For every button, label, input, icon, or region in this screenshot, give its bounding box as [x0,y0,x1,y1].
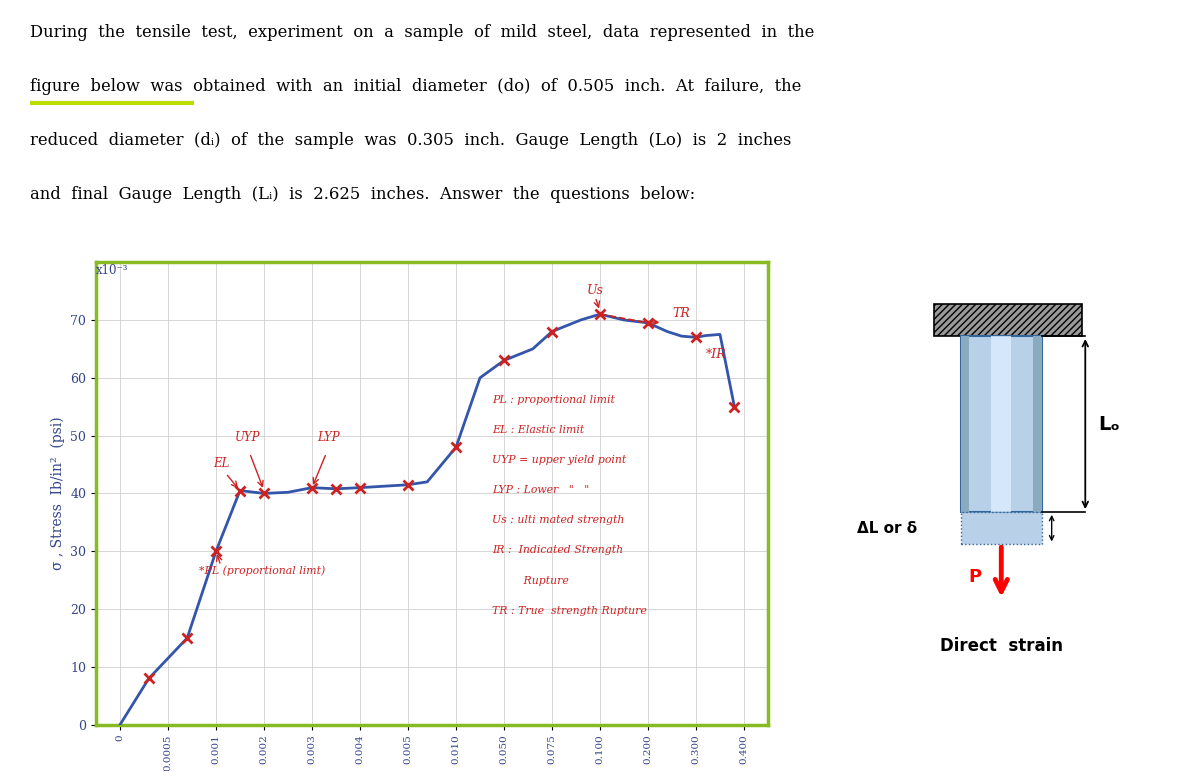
Text: ΔL or δ: ΔL or δ [857,520,917,536]
Bar [961,336,1042,512]
Text: EL : Elastic limit: EL : Elastic limit [492,426,584,435]
Text: *IR: *IR [706,348,726,361]
Text: figure  below  was  obtained  with  an  initial  diameter  (do)  of  0.505  inch: figure below was obtained with an initia… [30,79,802,96]
Text: TR : True  strength Rupture: TR : True strength Rupture [492,606,647,615]
Text: PL : proportional limit: PL : proportional limit [492,396,614,405]
Text: Lₒ: Lₒ [1099,415,1121,433]
Bar [934,304,1082,336]
Text: x10⁻³: x10⁻³ [96,264,128,277]
Text: and  final  Gauge  Length  (Lᵢ)  is  2.625  inches.  Answer  the  questions  bel: and final Gauge Length (Lᵢ) is 2.625 inc… [30,187,695,204]
Y-axis label: σ , Stress  Ib/in²  (psi): σ , Stress Ib/in² (psi) [50,416,65,571]
Text: P: P [968,567,982,586]
Text: Us : ulti mated strength: Us : ulti mated strength [492,516,624,525]
Text: During  the  tensile  test,  experiment  on  a  sample  of  mild  steel,  data  : During the tensile test, experiment on a… [30,25,814,42]
Text: UYP: UYP [235,432,260,444]
Text: LYP: LYP [317,432,340,444]
Bar [961,512,1042,544]
Text: IR :  Indicated Strength: IR : Indicated Strength [492,546,623,555]
Text: Direct  strain: Direct strain [940,637,1063,655]
Text: EL: EL [214,457,230,470]
Bar [961,336,970,512]
Bar [1033,336,1042,512]
Text: reduced  diameter  (dᵢ)  of  the  sample  was  0.305  inch.  Gauge  Length  (Lo): reduced diameter (dᵢ) of the sample was … [30,133,791,150]
Text: Us: Us [587,284,604,297]
Text: TR: TR [672,307,690,320]
Text: Rupture: Rupture [492,575,569,585]
Text: LYP : Lower   "   ": LYP : Lower " " [492,486,589,495]
Text: *PL (proportional limt): *PL (proportional limt) [199,566,325,577]
Text: UYP = upper yield point: UYP = upper yield point [492,455,626,465]
Bar [991,336,1012,512]
